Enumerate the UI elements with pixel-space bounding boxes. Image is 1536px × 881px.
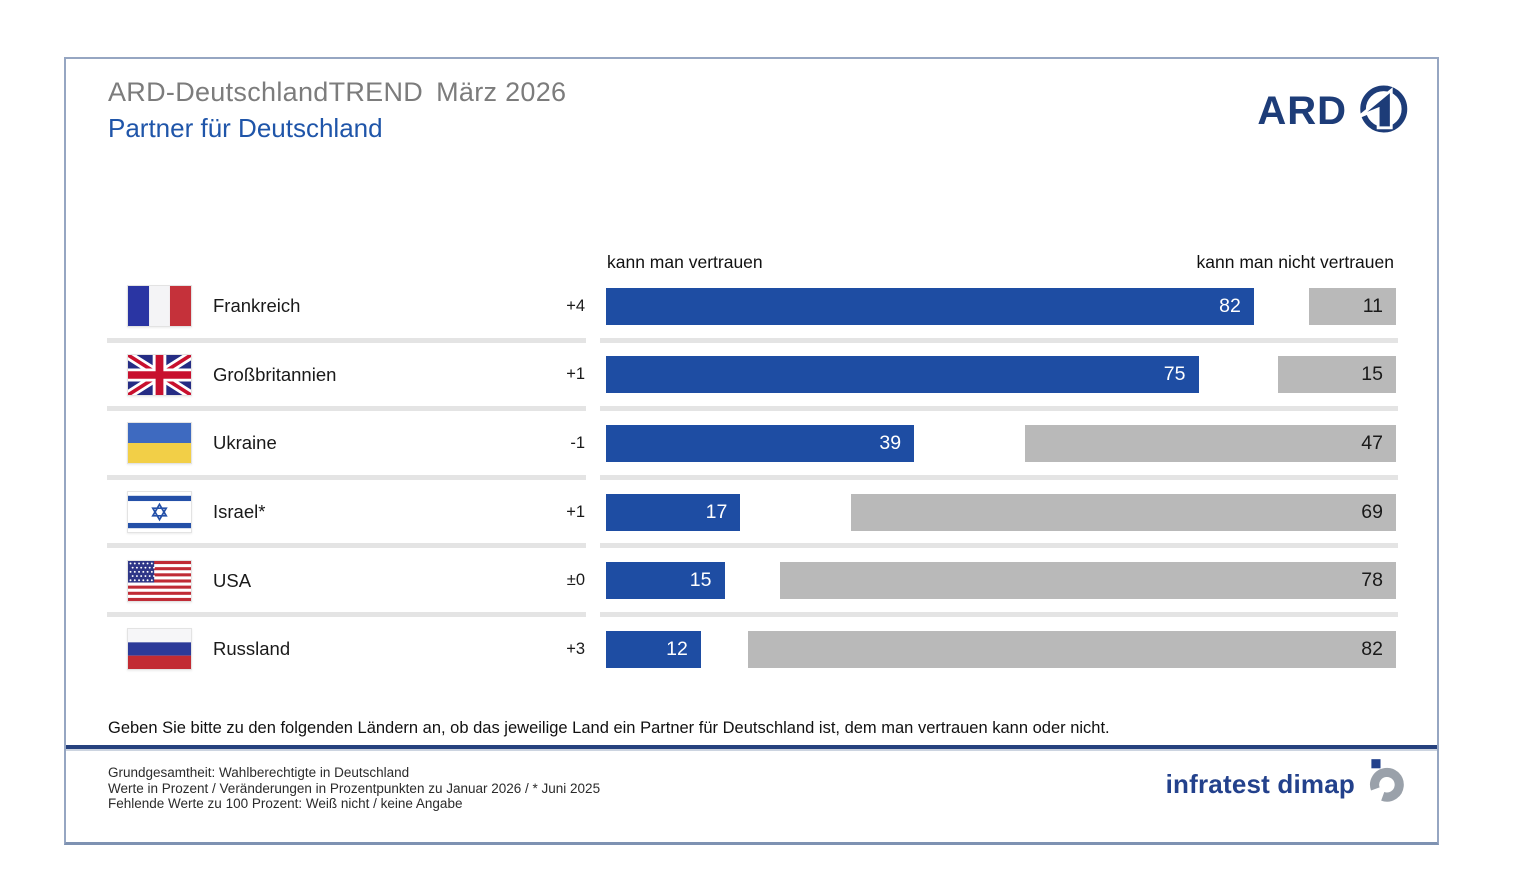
country-row: Großbritannien +1 75 15 <box>107 341 1398 412</box>
ard-one-circle-icon <box>1349 81 1411 142</box>
row-divider <box>107 474 1398 480</box>
trust-bar: 15 <box>606 562 725 600</box>
bottom-rule <box>66 745 1437 751</box>
source-logo-text: infratest dimap <box>1165 769 1355 799</box>
trust-bar: 82 <box>606 287 1254 325</box>
country-label: USA <box>213 569 252 591</box>
ukraine-flag-icon <box>127 422 192 465</box>
title-main: ARD-DeutschlandTREND <box>108 77 424 107</box>
trust-bar: 12 <box>606 630 701 668</box>
page-subtitle: Partner für Deutschland <box>108 113 383 143</box>
change-value: ±0 <box>566 571 585 590</box>
footnote-line: Grundgesamtheit: Wahlberechtigte in Deut… <box>108 765 410 780</box>
country-label: Ukraine <box>213 432 277 454</box>
bar-pair: 82 11 <box>606 287 1396 325</box>
source-logo: infratest dimap <box>1166 759 1407 810</box>
column-header-no-trust: kann man nicht vertrauen <box>1196 252 1394 272</box>
no-trust-bar: 47 <box>1024 424 1396 462</box>
bar-pair: 17 69 <box>606 493 1396 531</box>
trust-bar: 17 <box>606 493 741 531</box>
footnote-line: Fehlende Werte zu 100 Prozent: Weiß nich… <box>108 796 463 811</box>
country-label: Israel* <box>213 501 266 523</box>
ard-logo-text: ARD <box>1257 89 1347 133</box>
slide-card: ARD-DeutschlandTREND März 2026 Partner fü… <box>64 57 1439 845</box>
country-label: Großbritannien <box>213 363 337 385</box>
country-row: Israel* +1 17 69 <box>107 478 1398 549</box>
israel-flag-icon <box>127 491 192 534</box>
bar-pair: 15 78 <box>606 562 1396 600</box>
row-divider <box>107 543 1398 549</box>
france-flag-icon <box>127 285 192 328</box>
country-row: Russland +3 12 82 <box>107 615 1398 684</box>
country-label: Frankreich <box>213 295 301 317</box>
column-header-trust: kann man vertrauen <box>607 252 763 272</box>
row-divider <box>107 611 1398 617</box>
survey-question: Geben Sie bitte zu den folgenden Ländern… <box>108 719 1110 737</box>
russia-flag-icon <box>127 628 192 671</box>
change-value: +4 <box>566 296 585 315</box>
uk-flag-icon <box>127 353 192 396</box>
chart-rows: Frankreich +4 82 11 Großbritannien +1 75 15 Ukra… <box>107 272 1398 684</box>
change-value: +1 <box>566 365 585 384</box>
no-trust-bar: 15 <box>1277 356 1396 394</box>
footnote-line: Werte in Prozent / Veränderungen in Proz… <box>108 780 601 796</box>
trust-bar: 39 <box>606 424 915 462</box>
bar-pair: 75 15 <box>606 356 1396 394</box>
no-trust-bar: 11 <box>1309 287 1396 325</box>
row-divider <box>107 337 1398 343</box>
title-date: März 2026 <box>436 77 567 107</box>
no-trust-bar: 82 <box>748 630 1396 668</box>
no-trust-bar: 78 <box>779 562 1396 600</box>
footnotes: Grundgesamtheit: Wahlberechtigte in Deut… <box>108 765 600 812</box>
trust-bar: 75 <box>606 356 1199 394</box>
page-title: ARD-DeutschlandTREND März 2026 <box>108 77 566 108</box>
ard-logo: ARD <box>1257 81 1411 142</box>
row-divider <box>107 406 1398 412</box>
change-value: -1 <box>570 433 585 452</box>
usa-flag-icon <box>127 559 192 602</box>
bar-pair: 12 82 <box>606 630 1396 668</box>
country-label: Russland <box>213 638 291 660</box>
change-value: +1 <box>566 502 585 521</box>
country-row: Ukraine -1 39 47 <box>107 409 1398 480</box>
infratest-dimap-icon <box>1365 759 1407 810</box>
bar-pair: 39 47 <box>606 424 1396 462</box>
country-row: Frankreich +4 82 11 <box>107 272 1398 343</box>
no-trust-bar: 69 <box>850 493 1396 531</box>
change-value: +3 <box>566 639 585 658</box>
country-row: USA ±0 15 78 <box>107 546 1398 617</box>
